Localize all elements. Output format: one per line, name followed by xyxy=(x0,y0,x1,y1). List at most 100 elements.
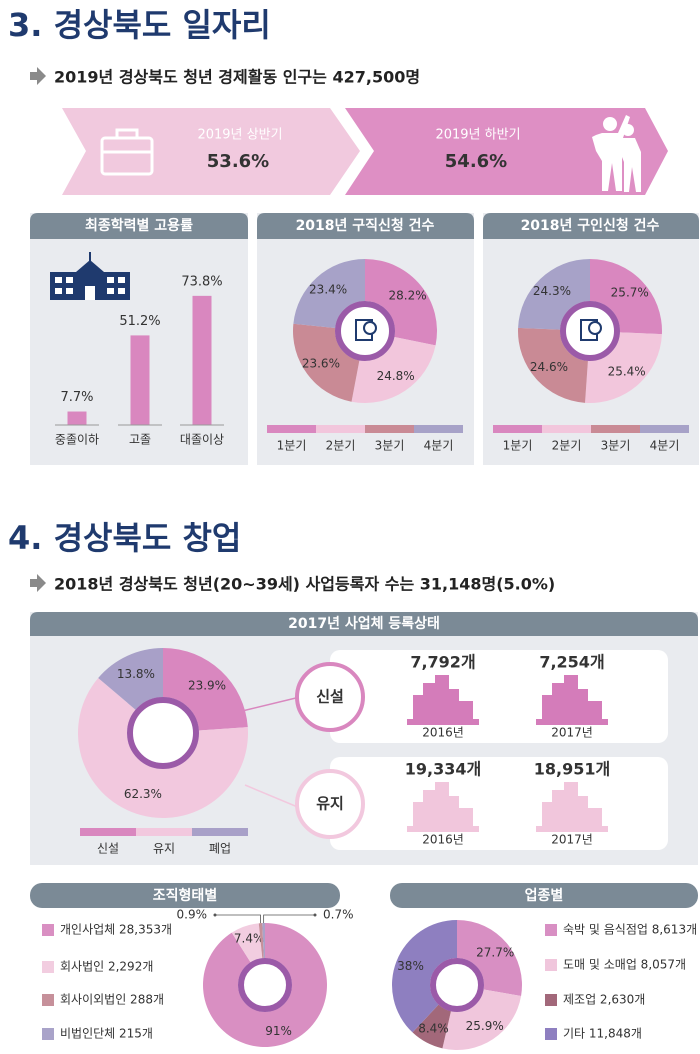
ground xyxy=(407,719,479,725)
value-label: 0.7% xyxy=(323,908,354,922)
legend-label: 3분기 xyxy=(601,439,631,453)
legend-swatch xyxy=(80,828,136,836)
legend-label: 2분기 xyxy=(326,439,356,453)
value-label: 51.2% xyxy=(119,314,160,329)
pie-slice xyxy=(231,923,263,963)
category-label: 대졸이상 xyxy=(180,433,224,447)
pie-slice xyxy=(518,327,588,403)
building-icon xyxy=(407,782,479,832)
building xyxy=(564,782,578,832)
category-label: 중졸이하 xyxy=(55,433,99,447)
badge xyxy=(295,662,365,732)
pie-slice xyxy=(98,648,163,710)
legend-swatch xyxy=(545,959,557,971)
legend-label: 회사법인 2,292개 xyxy=(60,960,153,974)
legend-label: 1분기 xyxy=(503,439,533,453)
legend-swatch xyxy=(42,961,54,973)
pie-slice xyxy=(457,920,522,996)
legend-label: 4분기 xyxy=(650,439,680,453)
count: 7,254개 xyxy=(539,653,604,672)
legend-label: 3분기 xyxy=(375,439,405,453)
pie-slice xyxy=(365,259,437,346)
inner-ring xyxy=(238,958,292,1012)
section-title: 4. 경상북도 창업 xyxy=(8,519,241,557)
panel-title: 2018년 구인신청 건수 xyxy=(521,217,660,234)
pie-slice xyxy=(585,332,662,403)
panel-header xyxy=(30,612,698,636)
value-label: 38% xyxy=(397,959,424,973)
legend-label: 폐업 xyxy=(209,842,231,856)
panel-header xyxy=(30,213,248,239)
pie-slice xyxy=(258,923,264,959)
pie-slice xyxy=(262,923,265,959)
value-label: 23.6% xyxy=(302,356,340,370)
pie-slice xyxy=(442,989,522,1050)
legend-swatch xyxy=(267,425,316,433)
pie-slice xyxy=(202,923,327,1047)
building xyxy=(542,802,552,832)
building xyxy=(578,689,588,725)
ground xyxy=(536,719,608,725)
value-label: 24.3% xyxy=(533,284,571,298)
building xyxy=(449,796,459,832)
legend-swatch xyxy=(42,994,54,1006)
value-label: 24.6% xyxy=(530,360,568,374)
panel-title: 조직형태별 xyxy=(153,887,217,904)
leader-dot xyxy=(213,913,217,917)
value-label: 7.7% xyxy=(60,390,93,405)
value-label: 8.4% xyxy=(418,1022,449,1036)
legend-label: 기타 11,848개 xyxy=(563,1027,642,1041)
building xyxy=(552,790,564,832)
banner-label: 2019년 상반기 xyxy=(197,128,282,143)
value-label: 62.3% xyxy=(124,787,162,801)
building xyxy=(542,695,552,725)
building xyxy=(423,790,435,832)
count: 7,792개 xyxy=(410,653,475,672)
badge-label: 신설 xyxy=(316,688,344,706)
value-label: 73.8% xyxy=(181,274,222,289)
legend-swatch xyxy=(493,425,542,433)
legend-label: 1분기 xyxy=(277,439,307,453)
value-label: 24.8% xyxy=(377,369,415,383)
card xyxy=(330,757,668,850)
panel-header xyxy=(257,213,474,239)
legend-label: 개인사업체 28,353개 xyxy=(60,923,172,937)
pie-slice xyxy=(78,678,248,818)
center-icon xyxy=(588,321,602,335)
section-title: 3. 경상북도 일자리 xyxy=(8,6,271,44)
school-icon xyxy=(50,252,130,300)
year: 2016년 xyxy=(422,833,464,847)
legend-swatch xyxy=(591,425,640,433)
badge xyxy=(295,769,365,839)
legend-swatch xyxy=(316,425,365,433)
pie-slice xyxy=(518,259,590,330)
legend-label: 신설 xyxy=(97,842,119,856)
building xyxy=(413,802,423,832)
banner-right xyxy=(345,108,668,195)
value-label: 23.9% xyxy=(188,678,226,692)
legend-swatch xyxy=(545,1028,557,1040)
building xyxy=(413,695,423,725)
count: 18,951개 xyxy=(534,760,610,779)
legend-label: 회사이외법인 288개 xyxy=(60,993,164,1007)
pie-slice xyxy=(391,919,457,1033)
value-label: 25.7% xyxy=(611,285,649,299)
card xyxy=(330,650,668,743)
pie-slice xyxy=(163,648,248,731)
legend-swatch xyxy=(545,924,557,936)
bar xyxy=(130,335,150,425)
value-label: 7.4% xyxy=(234,932,265,946)
banner-label: 2019년 하반기 xyxy=(435,128,520,143)
panel-title: 2018년 구직신청 건수 xyxy=(296,217,435,234)
center-icon xyxy=(363,321,377,335)
inner-ring xyxy=(430,958,484,1012)
value-label: 27.7% xyxy=(476,945,514,959)
panel-header xyxy=(390,883,698,908)
panel-title: 업종별 xyxy=(525,887,564,904)
building xyxy=(449,689,459,725)
value-label: 28.2% xyxy=(389,289,427,303)
pie-slice xyxy=(293,259,365,328)
value-label: 13.8% xyxy=(117,667,155,681)
pie-slice xyxy=(590,259,662,335)
